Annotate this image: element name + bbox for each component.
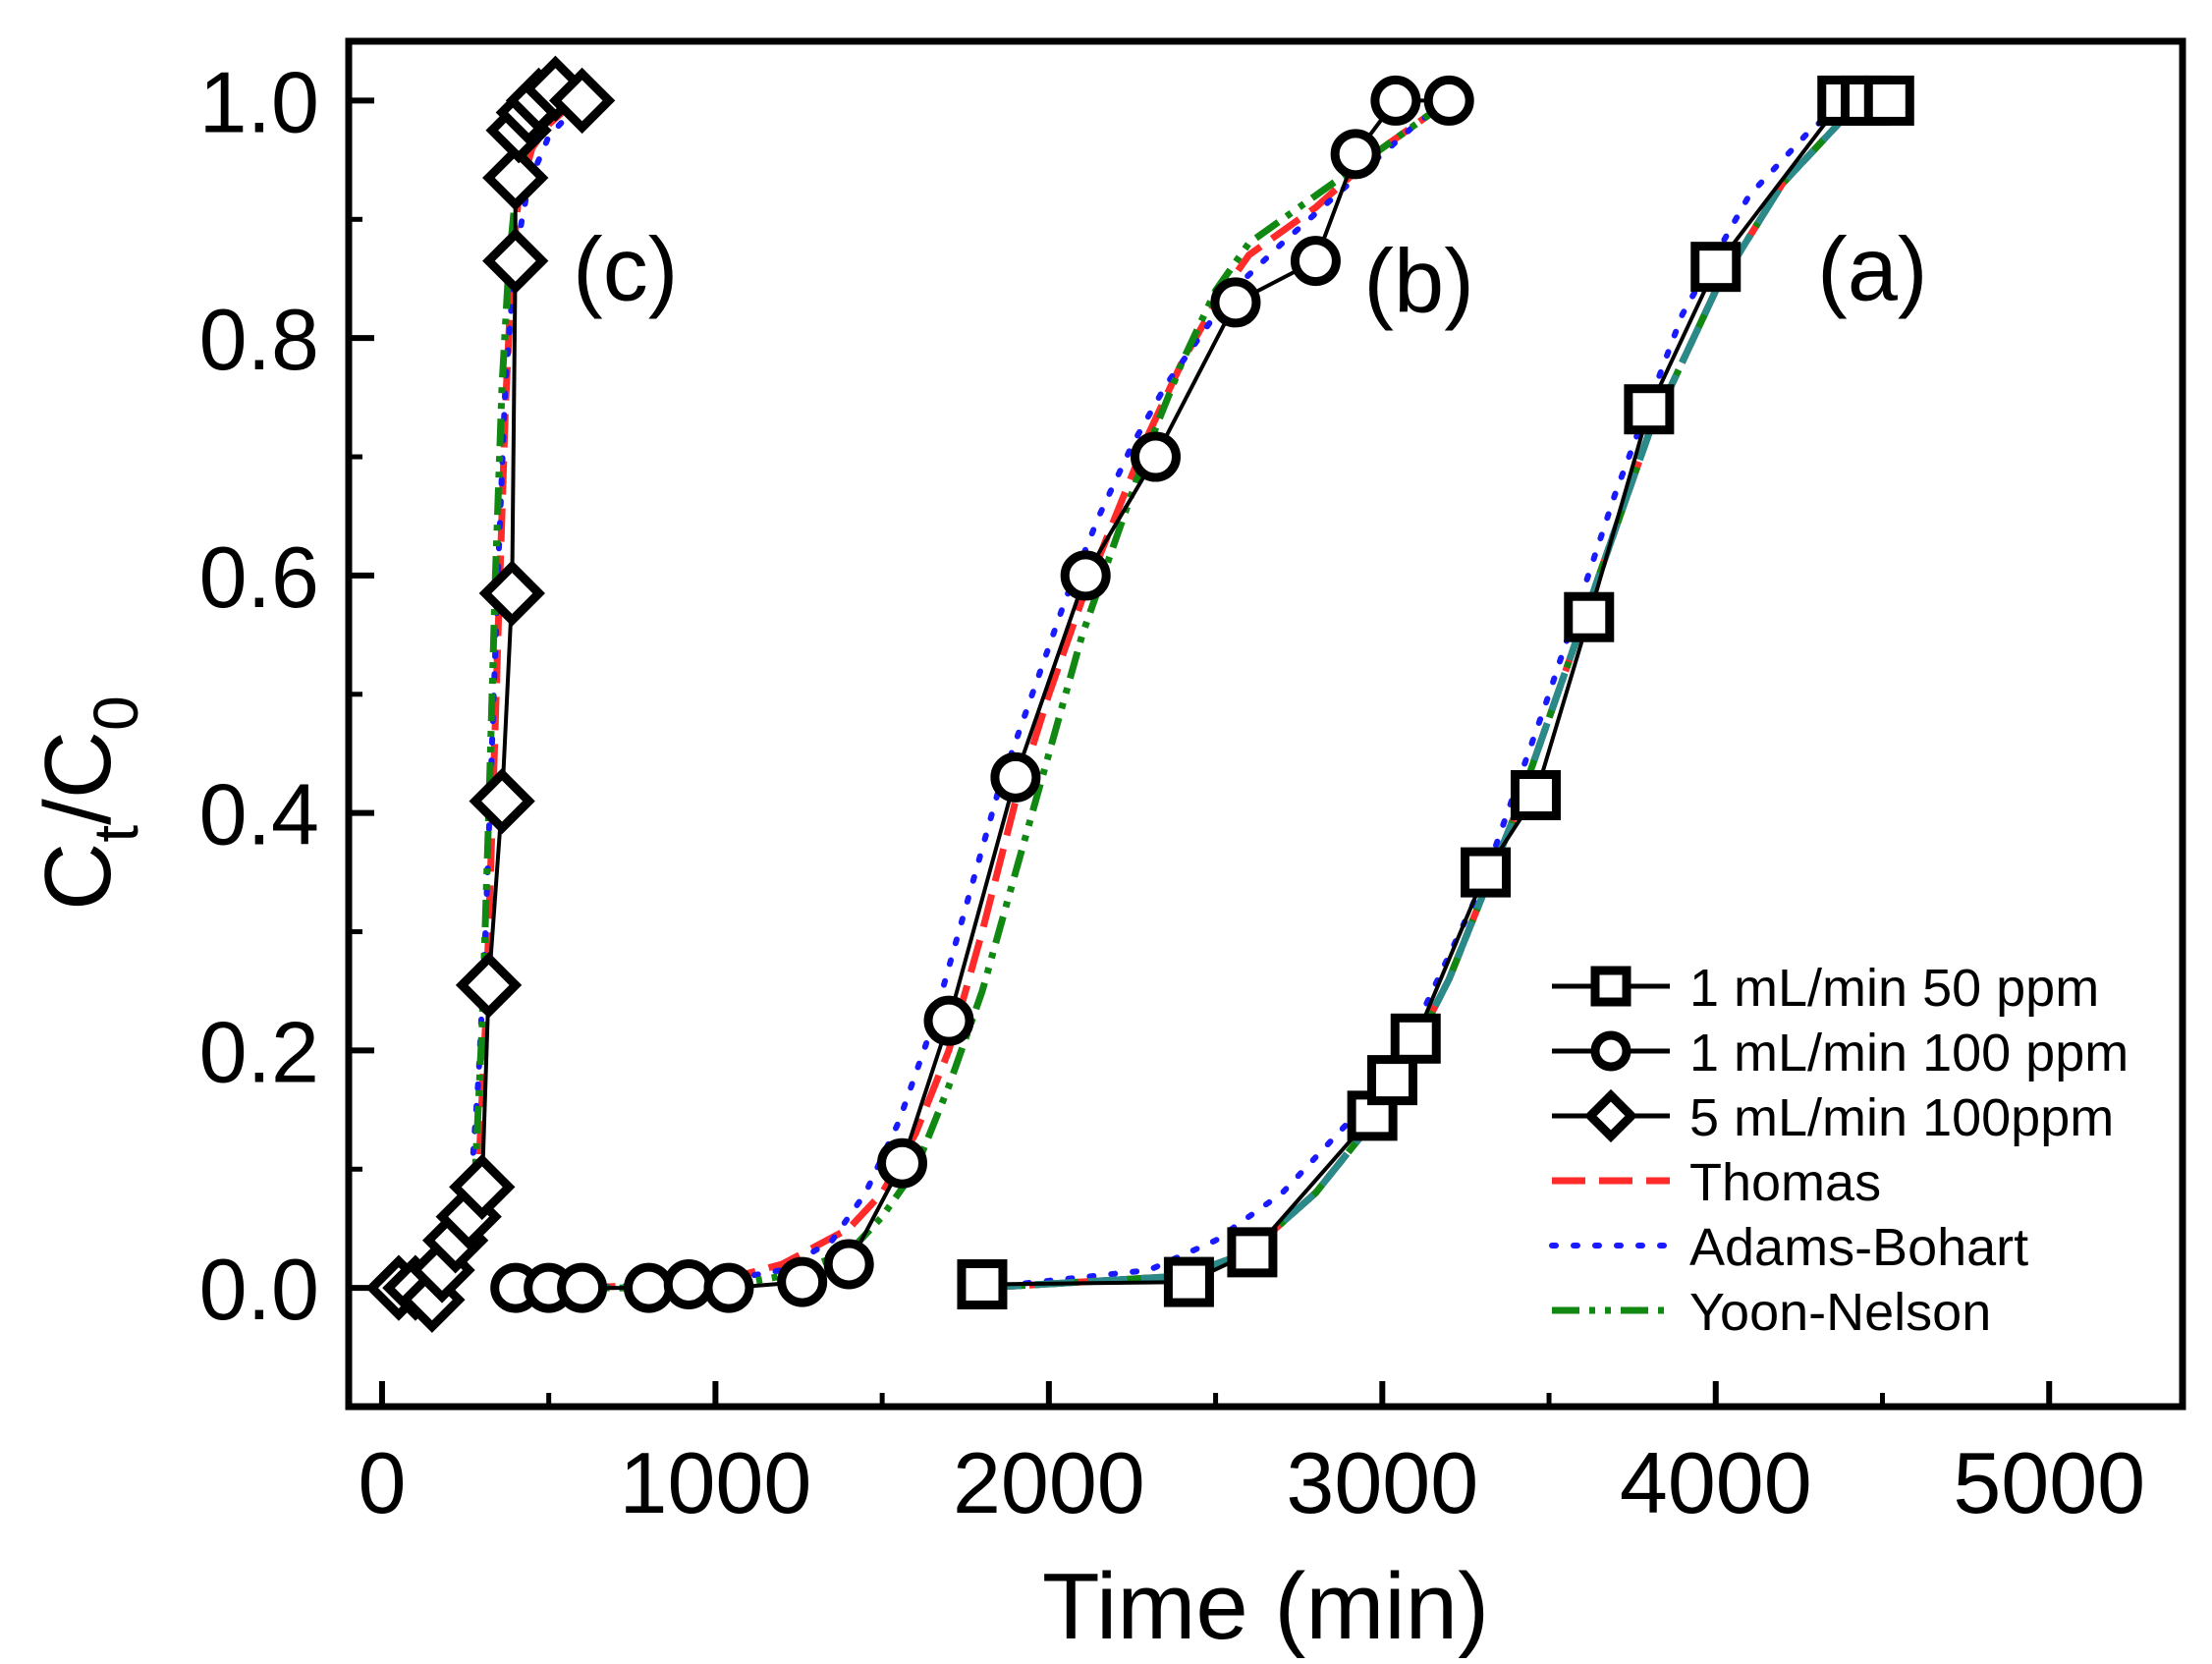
- data-point-5-ml-min-100ppm-11: [482, 144, 549, 211]
- y-axis-label-mid: /C: [26, 731, 131, 825]
- y-axis-label-sub1: t: [81, 825, 151, 843]
- legend-label-adams-bohart: Adams-Bohart: [1689, 1218, 2028, 1277]
- y-tick-label-2: 0.4: [199, 766, 319, 863]
- legend-marker-1-ml-min-50-ppm: [1590, 966, 1631, 1007]
- data-point-1-ml-min-100-ppm-14: [1290, 236, 1341, 287]
- y-tick-label-0: 0.0: [199, 1241, 319, 1338]
- data-point-1-ml-min-100-ppm-15: [1330, 129, 1381, 180]
- y-axis-label-main: C: [26, 843, 131, 911]
- legend-label-1-ml-min-50-ppm: 1 mL/min 50 ppm: [1689, 959, 2099, 1018]
- data-point-1-ml-min-100-ppm-12: [1130, 431, 1181, 482]
- y-tick-label-3: 0.6: [199, 528, 319, 626]
- x-tick-label-3: 3000: [1286, 1434, 1478, 1531]
- data-point-1-ml-min-50-ppm-13: [1863, 75, 1914, 126]
- data-point-5-ml-min-100ppm-9: [478, 560, 545, 627]
- data-point-1-ml-min-100-ppm-5: [703, 1262, 754, 1313]
- legend-label-yoon-nelson: Yoon-Nelson: [1689, 1283, 1991, 1342]
- y-axis-label-sub2: 0: [81, 695, 151, 731]
- y-tick-label-1: 0.2: [199, 1003, 319, 1100]
- annotation-label-0: (c): [573, 220, 678, 320]
- data-point-1-ml-min-100-ppm-17: [1423, 75, 1474, 126]
- data-point-5-ml-min-100ppm-10: [482, 227, 549, 295]
- data-point-1-ml-min-50-ppm-1: [1163, 1256, 1214, 1307]
- fit-curve-thomas-1: [581, 97, 1452, 1292]
- data-point-1-ml-min-50-ppm-8: [1564, 591, 1615, 642]
- data-point-1-ml-min-50-ppm-9: [1624, 384, 1675, 435]
- fit-curve-yoon-nelson-0: [398, 97, 584, 1292]
- x-axis-label: Time (min): [1042, 1554, 1489, 1659]
- plot-frame: [345, 37, 2186, 1411]
- y-tick-label-5: 1.0: [199, 53, 319, 150]
- fit-curve-thomas-0: [398, 97, 579, 1292]
- data-point-1-ml-min-50-ppm-0: [957, 1259, 1008, 1310]
- axes: 0 1000 2000 3000 4000 5000 0.0 0.2 0.4 0.6 0.8 1.0 T…: [26, 37, 2186, 1659]
- data-point-1-ml-min-50-ppm-7: [1510, 770, 1561, 821]
- data-point-1-ml-min-50-ppm-4: [1366, 1055, 1417, 1106]
- data-point-5-ml-min-100ppm-8: [469, 767, 535, 835]
- data-point-1-ml-min-100-ppm-3: [624, 1262, 675, 1313]
- data-point-5-ml-min-100ppm-6: [449, 1153, 516, 1221]
- data-point-1-ml-min-50-ppm-5: [1390, 1013, 1441, 1064]
- data-point-1-ml-min-100-ppm-10: [990, 751, 1041, 803]
- data-point-1-ml-min-50-ppm-2: [1227, 1227, 1278, 1278]
- data-point-1-ml-min-50-ppm-6: [1461, 847, 1512, 898]
- data-point-1-ml-min-100-ppm-9: [923, 995, 974, 1046]
- legend-marker-5-ml-min-100ppm: [1583, 1088, 1638, 1143]
- fit-curve-thomas-2: [981, 97, 1891, 1292]
- legend-label-5-ml-min-100ppm: 5 mL/min 100ppm: [1689, 1088, 2114, 1147]
- data-point-5-ml-min-100ppm-16: [548, 67, 616, 135]
- y-axis-label: Ct/C0: [26, 695, 151, 911]
- data-point-1-ml-min-100-ppm-8: [876, 1137, 927, 1189]
- annotation-label-1: (b): [1363, 232, 1473, 332]
- data-point-5-ml-min-100ppm-7: [455, 952, 523, 1019]
- data-point-1-ml-min-100-ppm-6: [777, 1256, 828, 1307]
- x-tick-label-4: 4000: [1620, 1434, 1812, 1531]
- legend-label-thomas: Thomas: [1689, 1153, 1881, 1212]
- x-tick-label-0: 0: [358, 1434, 406, 1531]
- legend-label-1-ml-min-100-ppm: 1 mL/min 100 ppm: [1689, 1024, 2129, 1082]
- x-tick-label-2: 2000: [953, 1434, 1145, 1531]
- data-point-1-ml-min-100-ppm-11: [1060, 550, 1111, 601]
- data-point-1-ml-min-100-ppm-7: [823, 1239, 874, 1290]
- data-point-1-ml-min-100-ppm-13: [1210, 277, 1261, 328]
- x-tick-label-5: 5000: [1953, 1434, 2145, 1531]
- legend-marker-1-ml-min-100-ppm: [1590, 1030, 1631, 1072]
- y-tick-label-4: 0.8: [199, 291, 319, 388]
- legend: 1 mL/min 50 ppm 1 mL/min 100 ppm 5 mL/min …: [1549, 959, 2129, 1342]
- data-point-1-ml-min-50-ppm-10: [1690, 242, 1742, 293]
- data-point-1-ml-min-100-ppm-2: [557, 1262, 608, 1313]
- data-series: [365, 55, 1914, 1333]
- annotations: (c) (b) (a): [573, 220, 1927, 332]
- data-point-1-ml-min-100-ppm-4: [663, 1259, 714, 1310]
- x-tick-label-1: 1000: [620, 1434, 812, 1531]
- annotation-label-2: (a): [1817, 220, 1927, 320]
- data-point-1-ml-min-100-ppm-16: [1370, 75, 1421, 126]
